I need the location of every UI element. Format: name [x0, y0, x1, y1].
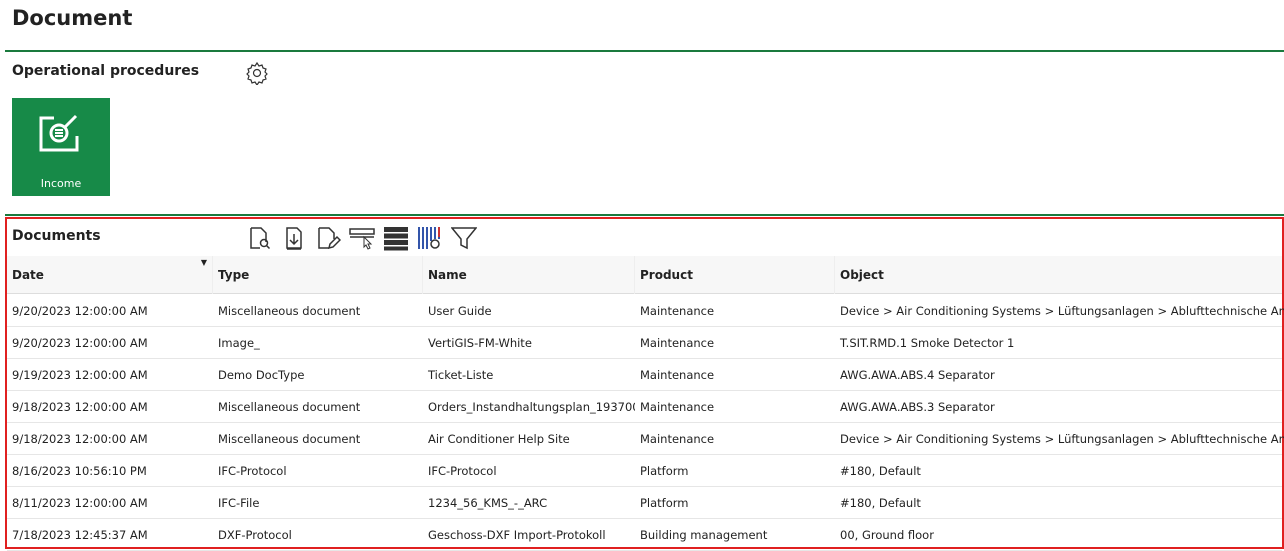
- column-header-product[interactable]: Product: [635, 256, 835, 294]
- cell-object: #180, Default: [840, 496, 921, 510]
- column-header-date[interactable]: Date ▼: [7, 256, 213, 294]
- column-label: Date: [12, 268, 44, 282]
- filter-icon[interactable]: [450, 225, 478, 251]
- download-document-icon[interactable]: [281, 225, 307, 251]
- table-row[interactable]: 9/18/2023 12:00:00 AM Miscellaneous docum…: [7, 391, 1282, 423]
- cell-type: Image_: [218, 336, 260, 350]
- cell-name: Orders_Instandhaltungsplan_193700: [428, 400, 635, 414]
- select-row-icon[interactable]: [349, 225, 375, 251]
- cell-type: Miscellaneous document: [218, 304, 361, 318]
- cell-type: Demo DocType: [218, 368, 305, 382]
- document-search-icon: [39, 114, 79, 152]
- table-row[interactable]: 9/20/2023 12:00:00 AM Image_ VertiGIS-FM-W…: [7, 327, 1282, 359]
- cell-type: IFC-File: [218, 496, 260, 510]
- operational-procedures-heading: Operational procedures: [12, 63, 200, 79]
- cell-date: 8/11/2023 12:00:00 AM: [12, 496, 148, 510]
- cell-name: IFC-Protocol: [428, 464, 497, 478]
- rows-icon[interactable]: [383, 225, 409, 251]
- cell-object: 00, Ground floor: [840, 528, 934, 542]
- documents-toolbar: [247, 225, 478, 251]
- column-settings-icon[interactable]: [417, 225, 443, 251]
- cell-name: Air Conditioner Help Site: [428, 432, 570, 446]
- cell-product: Maintenance: [640, 336, 715, 350]
- documents-panel: Documents Date ▼ Type Name Product Object…: [5, 217, 1284, 551]
- table-row[interactable]: 9/18/2023 12:00:00 AM Miscellaneous docum…: [7, 423, 1284, 455]
- cell-date: 9/19/2023 12:00:00 AM: [12, 368, 148, 382]
- tile-income[interactable]: Income: [12, 98, 110, 196]
- cell-object: #180, Default: [840, 464, 921, 478]
- cell-product: Maintenance: [640, 368, 715, 382]
- edit-document-icon[interactable]: [315, 225, 342, 251]
- cell-object: Device > Air Conditioning Systems > Lüft…: [840, 432, 1284, 446]
- cell-date: 9/20/2023 12:00:00 AM: [12, 336, 148, 350]
- cell-product: Maintenance: [640, 304, 715, 318]
- cell-date: 9/18/2023 12:00:00 AM: [12, 400, 148, 414]
- documents-heading: Documents: [12, 228, 101, 244]
- table-row[interactable]: 9/20/2023 12:00:00 AM Miscellaneous docum…: [7, 295, 1284, 327]
- cell-name: VertiGIS-FM-White: [428, 336, 532, 350]
- column-header-name[interactable]: Name: [423, 256, 635, 294]
- cell-object: Device > Air Conditioning Systems > Lüft…: [840, 304, 1284, 318]
- cell-type: DXF-Protocol: [218, 528, 292, 542]
- sort-descending-icon: ▼: [200, 258, 207, 267]
- cell-object: AWG.AWA.ABS.3 Separator: [840, 400, 995, 414]
- cell-object: AWG.AWA.ABS.4 Separator: [840, 368, 995, 382]
- page-title: Document: [12, 6, 133, 30]
- cell-name: User Guide: [428, 304, 492, 318]
- cell-type: IFC-Protocol: [218, 464, 287, 478]
- cell-date: 7/18/2023 12:45:37 AM: [12, 528, 148, 542]
- table-row[interactable]: 8/11/2023 12:00:00 AM IFC-File 1234_56_KMS…: [7, 487, 1282, 519]
- table-row[interactable]: 9/19/2023 12:00:00 AM Demo DocType Ticket-…: [7, 359, 1282, 391]
- cell-object: T.SIT.RMD.1 Smoke Detector 1: [840, 336, 1015, 350]
- cell-product: Platform: [640, 496, 689, 510]
- cell-product: Maintenance: [640, 400, 715, 414]
- divider: [5, 214, 1284, 216]
- cell-date: 9/18/2023 12:00:00 AM: [12, 432, 148, 446]
- tile-label: Income: [40, 177, 82, 190]
- cell-type: Miscellaneous document: [218, 432, 361, 446]
- cell-date: 8/16/2023 10:56:10 PM: [12, 464, 147, 478]
- gear-icon[interactable]: [245, 61, 269, 85]
- cell-name: 1234_56_KMS_-_ARC: [428, 496, 548, 510]
- table-row[interactable]: 7/18/2023 12:45:37 AM DXF-Protocol Geschos…: [7, 519, 1282, 551]
- view-document-icon[interactable]: [247, 225, 273, 251]
- column-header-object[interactable]: Object: [840, 268, 884, 282]
- cell-product: Building management: [640, 528, 768, 542]
- column-header-type[interactable]: Type: [213, 256, 423, 294]
- table-header: Date ▼ Type Name Product Object: [7, 256, 1282, 294]
- cell-date: 9/20/2023 12:00:00 AM: [12, 304, 148, 318]
- cell-name: Geschoss-DXF Import-Protokoll: [428, 528, 606, 542]
- divider: [5, 50, 1284, 52]
- cell-type: Miscellaneous document: [218, 400, 361, 414]
- cell-product: Maintenance: [640, 432, 715, 446]
- table-row[interactable]: 8/16/2023 10:56:10 PM IFC-Protocol IFC-Pro…: [7, 455, 1282, 487]
- cell-name: Ticket-Liste: [428, 368, 494, 382]
- cell-product: Platform: [640, 464, 689, 478]
